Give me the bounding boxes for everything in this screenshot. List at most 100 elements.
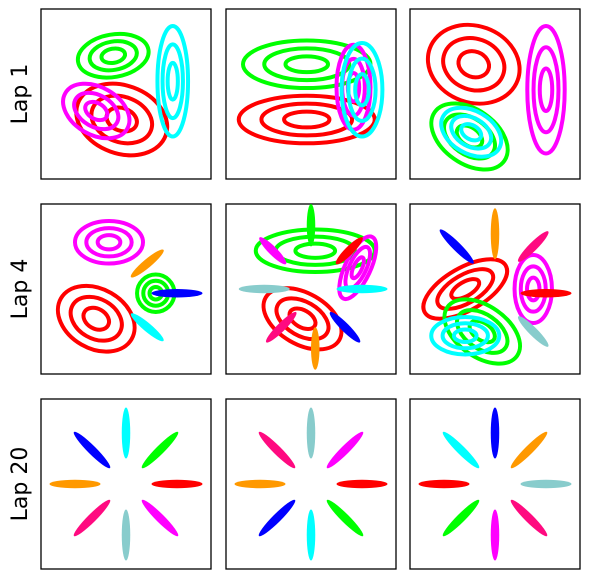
panel-clusters — [238, 204, 388, 370]
cluster-pink — [265, 311, 297, 343]
cluster-red — [335, 237, 363, 265]
cluster-ring — [84, 226, 134, 259]
cluster-ring — [449, 277, 482, 301]
cluster-teal — [306, 407, 316, 459]
cluster-red — [151, 479, 203, 489]
cluster-ring — [236, 93, 377, 146]
cluster-ring — [74, 81, 170, 158]
cluster-ring — [81, 305, 112, 332]
cluster-teal — [238, 284, 290, 294]
cluster-pink — [258, 431, 296, 469]
cluster-orange — [490, 208, 500, 260]
cluster-teal — [517, 316, 549, 347]
cluster-ring — [339, 41, 385, 139]
panels-layer — [40, 8, 581, 570]
cluster-ring — [456, 49, 492, 80]
cluster-teal — [121, 509, 131, 561]
cluster-ring — [155, 24, 191, 139]
panel-clusters — [418, 407, 572, 561]
cluster-ring — [421, 257, 510, 321]
cluster-cyan — [121, 407, 131, 459]
cluster-point-band — [49, 479, 101, 489]
cluster-ring — [75, 31, 151, 80]
panel-r3-c3 — [409, 398, 581, 570]
cluster-point-band — [335, 237, 363, 265]
cluster-point-band — [306, 407, 316, 459]
cluster-red — [520, 289, 572, 298]
panel-clusters — [61, 24, 191, 158]
cluster-point-band — [306, 204, 316, 247]
cluster-ring — [61, 81, 132, 141]
cluster-orange — [49, 479, 101, 489]
cluster-ring — [512, 253, 554, 325]
cluster-point-band — [121, 509, 131, 561]
cluster-red — [55, 283, 137, 354]
cluster-magenta — [326, 431, 364, 469]
cluster-magenta — [512, 253, 554, 325]
cluster-orange — [510, 431, 548, 469]
cluster-teal — [520, 479, 572, 489]
panel-clusters — [55, 219, 203, 354]
cluster-ring — [349, 255, 366, 281]
cluster-blue — [329, 311, 361, 343]
cluster-red — [261, 286, 344, 352]
cluster-point-band — [265, 311, 297, 343]
cluster-ring — [353, 72, 371, 108]
cluster-point-band — [520, 289, 572, 298]
cluster-point-band — [326, 431, 364, 469]
cluster-ring — [346, 56, 378, 123]
cluster-ring — [293, 241, 338, 260]
cluster-point-band — [141, 499, 179, 537]
cluster-green — [141, 431, 179, 469]
cluster-cyan — [306, 509, 316, 561]
cluster-cyan — [339, 41, 385, 139]
cluster-point-band — [510, 431, 548, 469]
cluster-ring — [525, 275, 542, 303]
cluster-red — [236, 93, 377, 146]
cluster-ring — [283, 54, 330, 75]
cluster-ring — [262, 46, 352, 83]
panel-r1-c1 — [40, 8, 212, 180]
cluster-point-band — [73, 499, 111, 537]
cluster-point-band — [151, 289, 203, 298]
cluster-point-band — [130, 249, 164, 278]
cluster-ring — [451, 327, 479, 344]
panel-r2-c1 — [40, 203, 212, 375]
cluster-point-band — [306, 509, 316, 561]
cluster-point-band — [442, 431, 480, 469]
panel-r1-c3 — [409, 8, 581, 180]
cluster-ring — [518, 264, 548, 314]
cluster-cyan — [155, 24, 191, 139]
panel-r3-c1 — [40, 398, 212, 570]
cluster-ring — [68, 294, 124, 343]
cluster-blue — [490, 407, 500, 459]
cluster-point-band — [520, 479, 572, 489]
cluster-cyan — [442, 431, 480, 469]
cluster-ring — [459, 122, 484, 143]
cluster-cyan — [429, 315, 502, 357]
cluster-ring — [274, 296, 331, 342]
cluster-point-band — [510, 499, 548, 537]
cluster-point-band — [234, 479, 286, 489]
cluster-blue — [439, 229, 474, 264]
cluster-point-band — [259, 237, 287, 265]
panel-r2-c3 — [409, 203, 581, 375]
cluster-cyan — [336, 284, 388, 294]
cluster-ring — [455, 308, 510, 355]
cluster-ring — [165, 60, 180, 102]
cluster-ring — [440, 321, 490, 351]
row-label-lap-4: Lap 4 — [8, 259, 33, 320]
cluster-ring — [261, 286, 344, 352]
cluster-magenta — [61, 81, 132, 141]
cluster-point-band — [258, 431, 296, 469]
cluster-ring — [160, 42, 185, 121]
cluster-pink — [73, 499, 111, 537]
panel-frame — [40, 203, 212, 375]
cluster-green — [442, 499, 480, 537]
cluster-ring — [439, 105, 504, 159]
cluster-ring — [531, 45, 561, 135]
panel-clusters — [234, 407, 388, 561]
cluster-point-band — [490, 208, 500, 260]
cluster-ring — [425, 22, 522, 106]
